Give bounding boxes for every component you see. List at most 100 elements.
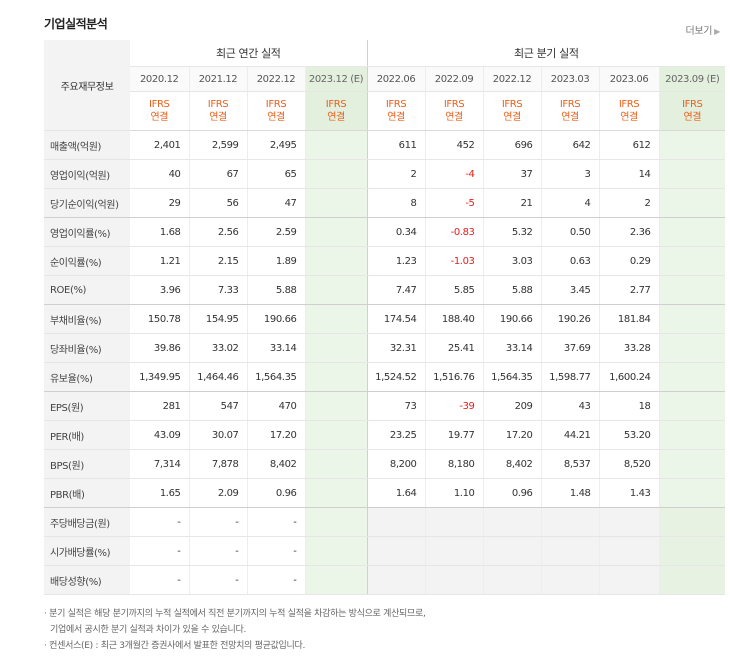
quarter-value [424,507,484,537]
annual-value [304,333,368,363]
annual-value: 40 [130,159,189,189]
header-label: 주요재무정보 [44,40,130,131]
consolidated-label: 연결 [150,112,169,123]
quarter-value: 5.85 [424,275,484,305]
annual-value [304,478,368,508]
quarter-period: 2023.09 (E) [658,66,726,92]
quarter-value [598,536,660,566]
footnote-1-cont: 기업에서 공시한 분기 실적과 차이가 있을 수 있습니다. [50,625,247,635]
annual-value: 2.56 [188,217,247,247]
row-label: 시가배당률(%) [44,536,130,566]
annual-period: 2021.12 [188,66,247,92]
quarter-value: 1,598.77 [540,362,600,392]
quarter-value: 8,200 [366,449,426,479]
annual-value [304,304,368,334]
ifrs-header: IFRS 연결 [482,91,542,131]
quarter-value: 1.43 [598,478,660,508]
quarter-period: 2023.06 [598,66,660,92]
table-row: EPS(원) 281 547 470 73 -39 209 43 18 [44,391,726,421]
quarter-period: 2022.12 [482,66,542,92]
quarter-value: 4 [540,188,600,218]
row-label: ROE(%) [44,275,130,305]
table-row: 배당성향(%) - - - [44,565,726,595]
quarter-value [658,130,726,160]
quarter-value: 14 [598,159,660,189]
quarter-value [482,565,542,595]
footnote-1: · 분기 실적은 해당 분기까지의 누적 실적에서 직전 분기까지의 누적 실적… [44,609,426,619]
quarter-value [658,333,726,363]
quarter-value: 209 [482,391,542,421]
annual-value: 470 [246,391,305,421]
annual-value: 67 [188,159,247,189]
quarter-value: 642 [540,130,600,160]
quarter-value [366,536,426,566]
quarter-value: 696 [482,130,542,160]
annual-value: 39.86 [130,333,189,363]
annual-value: 1,349.95 [130,362,189,392]
quarter-value: -1.03 [424,246,484,276]
quarter-value [658,304,726,334]
annual-period: 2022.12 [246,66,305,92]
quarter-value [540,536,600,566]
annual-value: - [246,507,305,537]
annual-value [304,159,368,189]
consolidated-label: 연결 [327,112,345,123]
consolidated-label: 연결 [445,112,463,123]
consolidated-label: 연결 [209,112,227,123]
annual-value [304,507,368,537]
row-label: 당좌비율(%) [44,333,130,363]
ifrs-header: IFRS 연결 [540,91,600,131]
footnote-2: · 컨센서스(E) : 최근 3개월간 증권사에서 발표한 전망치의 평균값입니… [44,641,306,651]
annual-value: 547 [188,391,247,421]
quarter-value: 174.54 [366,304,426,334]
chevron-right-icon: ▶ [714,27,720,36]
quarter-value [658,507,726,537]
quarter-value [658,449,726,479]
quarter-value: 18 [598,391,660,421]
quarter-value: 44.21 [540,420,600,450]
quarter-value: 21 [482,188,542,218]
annual-value: 1.89 [246,246,305,276]
ifrs-header: IFRS 연결 [304,91,368,131]
annual-value: 30.07 [188,420,247,450]
quarter-value: 17.20 [482,420,542,450]
annual-value: - [188,507,247,537]
annual-value: 2.15 [188,246,247,276]
row-label: 유보율(%) [44,362,130,392]
quarter-value: 5.88 [482,275,542,305]
row-label: 부채비율(%) [44,304,130,334]
quarter-value: -39 [424,391,484,421]
consolidated-label: 연결 [387,112,405,123]
consolidated-label: 연결 [267,112,285,123]
ifrs-label: IFRS [559,99,581,110]
row-label: 순이익률(%) [44,246,130,276]
annual-value: 281 [130,391,189,421]
quarter-value: 2.77 [598,275,660,305]
financial-table: 주요재무정보 최근 연간 실적 최근 분기 실적 2020.12 2021.12 2022… [44,40,726,595]
quarter-value [658,159,726,189]
quarter-value [658,217,726,247]
quarter-value: 25.41 [424,333,484,363]
annual-value: 7.33 [188,275,247,305]
ifrs-header: IFRS 연결 [188,91,247,131]
annual-value: 8,402 [246,449,305,479]
ifrs-label: IFRS [501,99,523,110]
quarter-value [598,565,660,595]
annual-value [304,449,368,479]
annual-value: 2,401 [130,130,189,160]
quarter-value: 0.63 [540,246,600,276]
more-link[interactable]: 더보기 ▶ [685,22,720,37]
quarter-value: 190.26 [540,304,600,334]
quarter-period: 2023.03 [540,66,600,92]
annual-value: - [188,536,247,566]
quarter-value: -0.83 [424,217,484,247]
quarter-value [658,536,726,566]
quarter-value [658,420,726,450]
annual-value: 2,495 [246,130,305,160]
annual-value: 2,599 [188,130,247,160]
section-title: 기업실적분석 [44,17,108,31]
row-label: BPS(원) [44,449,130,479]
quarter-value: 7.47 [366,275,426,305]
quarter-value: 1,564.35 [482,362,542,392]
quarter-value [658,565,726,595]
